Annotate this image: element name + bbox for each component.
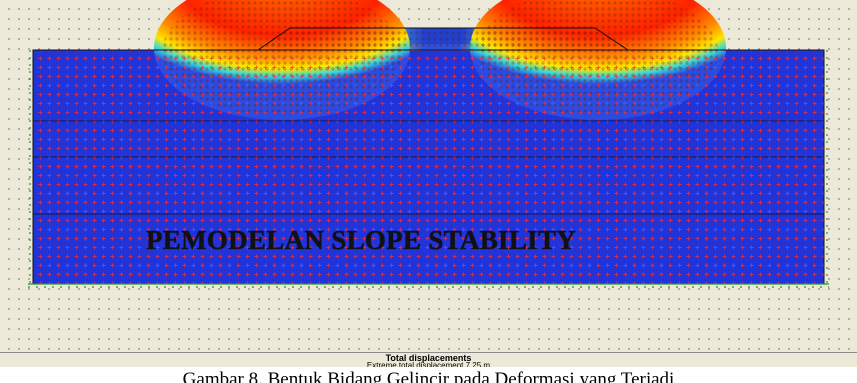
soil-domain: [32, 0, 825, 285]
legend-bar: Total displacements Extreme total displa…: [0, 352, 857, 370]
legend-title: Total displacements: [385, 353, 472, 363]
displacement-contour-plot: [28, 0, 829, 288]
legend-subtitle: Extreme total displacement 7.25 m: [366, 361, 491, 370]
fixity-marks: [28, 50, 829, 288]
plaxis-output-viewport[interactable]: PEMODELAN SLOPE STABILITY: [0, 0, 857, 352]
model-caption: PEMODELAN SLOPE STABILITY: [146, 225, 577, 255]
figure-caption: Gambar 8. Bentuk Bidang Gelincir pada De…: [0, 367, 857, 383]
